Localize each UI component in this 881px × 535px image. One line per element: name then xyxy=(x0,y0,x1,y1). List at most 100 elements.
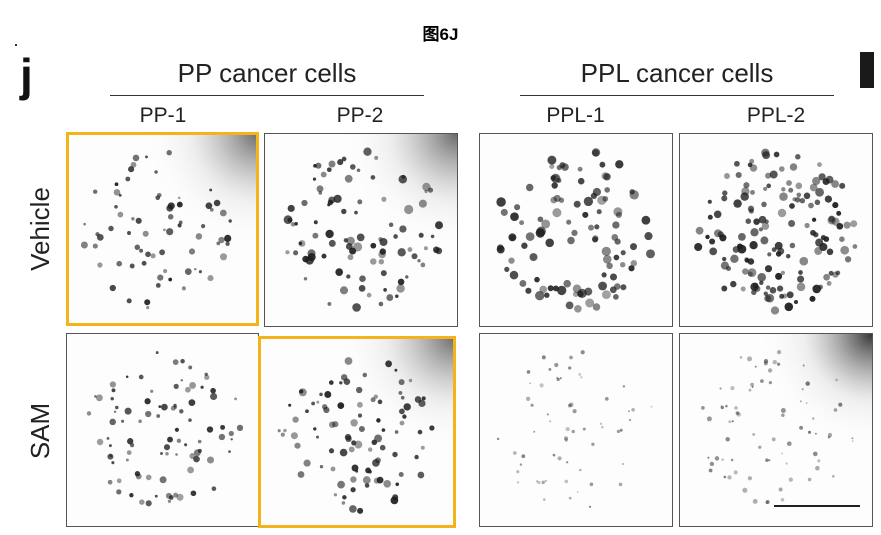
colony xyxy=(344,174,353,183)
colony xyxy=(776,349,782,355)
colony xyxy=(337,402,345,409)
colony xyxy=(205,202,213,210)
colony xyxy=(508,233,517,242)
colony xyxy=(701,406,705,410)
colony xyxy=(290,432,298,440)
colony xyxy=(519,280,527,287)
colony xyxy=(395,482,399,487)
colony xyxy=(376,476,384,484)
colony xyxy=(577,166,583,172)
colony xyxy=(497,244,504,251)
colony xyxy=(350,476,357,483)
colony xyxy=(393,234,398,239)
colony xyxy=(150,253,156,259)
colony xyxy=(753,218,760,225)
colony xyxy=(778,166,785,172)
colony xyxy=(735,171,742,179)
colony xyxy=(552,453,556,457)
column-label-pp-1: PP-1 xyxy=(139,104,187,127)
colony xyxy=(744,258,750,263)
colony xyxy=(219,253,228,261)
colony xyxy=(795,182,803,190)
colony xyxy=(161,403,168,411)
colony xyxy=(357,199,363,205)
colony xyxy=(155,283,161,288)
colony xyxy=(721,285,728,292)
colony xyxy=(782,293,788,299)
colony xyxy=(374,155,379,160)
colony xyxy=(496,197,506,207)
colony xyxy=(307,249,316,258)
colony xyxy=(709,461,715,467)
colony xyxy=(408,378,413,383)
colony xyxy=(765,285,771,290)
colony xyxy=(565,427,570,432)
corner-shadow xyxy=(680,334,872,526)
colony xyxy=(316,435,319,439)
colony xyxy=(766,183,772,189)
colony xyxy=(356,386,363,394)
colony xyxy=(287,217,293,223)
colony xyxy=(510,212,519,222)
colony xyxy=(728,420,732,424)
colony xyxy=(414,396,422,403)
colony xyxy=(620,250,626,256)
colony xyxy=(770,306,780,315)
colony xyxy=(328,239,336,247)
colony xyxy=(403,403,411,411)
colony xyxy=(695,226,704,235)
colony xyxy=(83,222,86,226)
colony xyxy=(228,430,234,437)
colony xyxy=(621,463,624,465)
colony xyxy=(211,486,217,492)
colony xyxy=(298,388,307,397)
colony xyxy=(280,432,285,437)
colony xyxy=(427,187,434,193)
colony xyxy=(568,496,572,500)
colony xyxy=(779,192,788,201)
colony xyxy=(737,244,747,254)
colony xyxy=(547,155,557,165)
colony xyxy=(356,401,363,408)
well-vehicle-ppl-2 xyxy=(679,133,873,327)
colony xyxy=(556,165,562,171)
adjacent-panel-edge xyxy=(860,52,874,88)
colony xyxy=(283,428,287,433)
colony xyxy=(618,482,623,487)
colony xyxy=(835,270,841,276)
colony xyxy=(234,397,238,401)
colony xyxy=(781,413,785,418)
colony xyxy=(585,298,595,308)
colony xyxy=(230,438,233,441)
colony xyxy=(107,479,113,485)
colony xyxy=(435,247,443,255)
colony xyxy=(332,421,339,428)
colony xyxy=(218,433,226,441)
colony xyxy=(526,370,531,374)
colony xyxy=(811,217,817,222)
colony xyxy=(804,222,810,229)
colony xyxy=(591,148,601,157)
colony xyxy=(430,234,435,239)
colony xyxy=(802,364,805,367)
colony xyxy=(397,278,405,286)
colony xyxy=(628,418,632,422)
colony xyxy=(826,248,834,256)
colony xyxy=(138,374,144,380)
colony xyxy=(767,252,772,257)
colony xyxy=(343,378,351,385)
colony xyxy=(752,498,758,504)
colony xyxy=(228,450,231,453)
colony xyxy=(353,242,363,252)
colony xyxy=(801,388,804,391)
colony xyxy=(743,182,750,189)
colony xyxy=(116,489,122,495)
colony xyxy=(303,459,311,467)
colony xyxy=(765,500,770,504)
colony xyxy=(132,154,140,162)
colony xyxy=(144,398,151,405)
colony xyxy=(351,464,359,472)
colony xyxy=(541,480,545,485)
colony xyxy=(567,403,572,408)
colony xyxy=(109,284,116,292)
